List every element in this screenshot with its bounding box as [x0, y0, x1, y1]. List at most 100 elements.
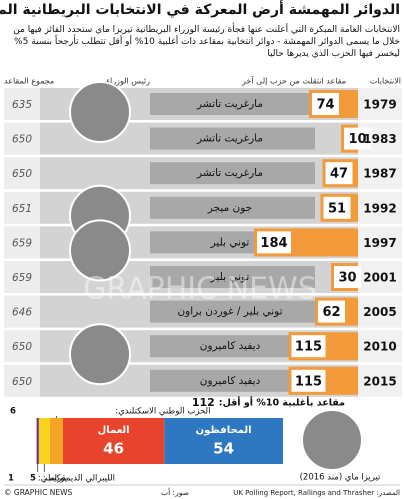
header: مجموع المقاعد [4, 77, 54, 86]
total-cell [4, 226, 40, 259]
total-cell [4, 295, 40, 328]
name-box [150, 369, 315, 392]
total-seats: 659 [12, 272, 32, 284]
year-cell [358, 157, 402, 190]
copyright: © GRAPHIC NEWS [4, 488, 72, 497]
total-seats: 650 [12, 341, 32, 353]
value-box [312, 93, 339, 115]
value-label: 47 [330, 167, 348, 182]
total-seats: 650 [12, 134, 32, 146]
total-seats: 635 [12, 99, 32, 111]
total-seats: 651 [12, 203, 32, 215]
prime-minister: ديفيد كاميرون [200, 340, 261, 352]
value-label: 51 [328, 201, 346, 216]
value-label: 30 [338, 271, 356, 286]
segment-value: 46 [103, 440, 124, 458]
value-box [323, 196, 351, 219]
source: المصدر: UK Polling Report, Rallings and … [233, 489, 400, 497]
marginal-label: مقاعد بأغلبية 10% أو أقل: [219, 396, 345, 409]
segment-name: المحافظون [196, 425, 252, 436]
prime-minister: توني بلير [210, 236, 250, 248]
total-cell [4, 191, 40, 224]
header: رئيس الوزراء [106, 77, 150, 86]
total-cell [4, 330, 40, 363]
value-box [291, 335, 326, 358]
name-box [150, 335, 315, 358]
segment-name: العمال [98, 425, 130, 436]
value-label: 62 [322, 305, 340, 320]
value-label: 115 [295, 374, 322, 389]
prime-minister: مارغريت تاتشر [196, 133, 263, 145]
value-box [334, 266, 361, 288]
portrait [69, 323, 131, 386]
name-box [150, 300, 315, 323]
name-box [150, 127, 315, 150]
prime-minister: مارغريت تاتشر [196, 98, 263, 110]
segment-value: 6 [10, 407, 16, 417]
total-seats: 650 [12, 168, 32, 180]
segment [63, 418, 165, 464]
prime-minister: مارغريت تاتشر [196, 167, 263, 179]
name-box [150, 162, 315, 185]
portrait [69, 219, 131, 282]
year-cell [358, 364, 402, 397]
value-box [344, 127, 371, 150]
portrait [69, 81, 131, 143]
year: 2005 [363, 305, 396, 319]
value-box [291, 369, 326, 392]
value-label: 10 [348, 132, 366, 147]
year-cell [358, 191, 402, 224]
total-seats: 650 [12, 376, 32, 388]
segment [38, 418, 50, 464]
year: 2015 [363, 374, 396, 388]
title: الدوائر المهمشة أرض المعركة في الانتخابا… [0, 2, 400, 18]
watermark: GRAPHIC NEWS [83, 272, 316, 307]
year: 1979 [363, 98, 396, 112]
prime-minister: توني بلير / غوردن براون [177, 306, 282, 318]
segment-value: 5 [30, 474, 36, 484]
segment-name: يوكيب: [43, 474, 68, 484]
segment-value: 1 [8, 474, 14, 484]
segment [36, 418, 39, 464]
year: 1992 [363, 201, 396, 215]
year-cell [358, 88, 402, 120]
header: مقاعد انتقلت من حزب إلى آخر [241, 76, 346, 87]
header: الانتخابات [370, 77, 401, 86]
year: 1983 [363, 132, 396, 146]
subtitle: الانتخابات العامة المبكرة التي أعلنت عنه… [13, 25, 400, 59]
total-seats: 646 [12, 307, 32, 319]
name-box [150, 93, 315, 115]
segment-name: الحزب الوطني الاسكتلندي: [115, 407, 210, 417]
photo-credit: صور: أب [161, 487, 189, 497]
value-label: 115 [295, 340, 322, 355]
total-cell [4, 88, 40, 120]
year-cell [358, 226, 402, 259]
value-box [257, 231, 291, 254]
prime-minister: جون ميجر [207, 202, 252, 214]
year: 1987 [363, 167, 396, 181]
year: 1997 [363, 236, 396, 250]
portrait [301, 409, 363, 471]
total-cell [4, 261, 40, 293]
prime-minister: توني بلير [210, 271, 250, 283]
segment [164, 418, 283, 464]
name-box [150, 266, 315, 288]
value-box [325, 162, 353, 185]
value-label: 74 [316, 98, 334, 113]
year: 2010 [363, 340, 396, 354]
segment-name: الليبرالي الديمقراطي: [38, 474, 115, 484]
total-cell [4, 122, 40, 155]
caption: تيريزا ماي (منذ 2016) [300, 473, 381, 483]
year-cell [358, 295, 402, 328]
prime-minister: ديفيد كاميرون [200, 375, 261, 387]
segment [49, 418, 63, 464]
year-cell [358, 330, 402, 363]
name-box [150, 196, 315, 219]
total-cell [4, 157, 40, 190]
value-box [318, 300, 345, 323]
total-cell [4, 364, 40, 397]
year: 2001 [363, 271, 396, 285]
year-cell [358, 261, 402, 293]
